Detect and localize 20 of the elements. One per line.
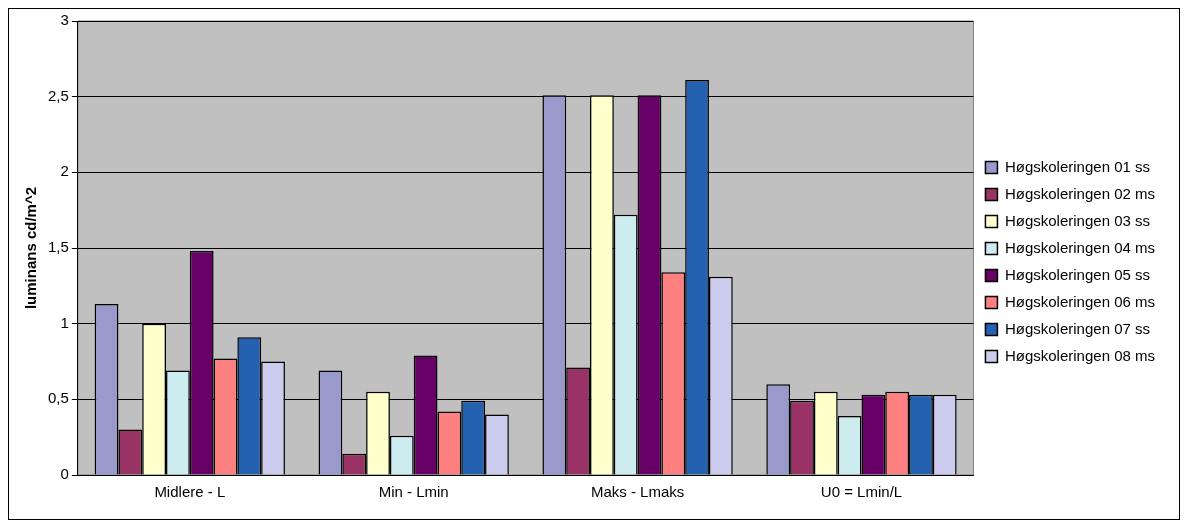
y-tick-label: 0 (60, 465, 69, 483)
y-tick-label: 0,5 (47, 389, 69, 407)
legend-label: Høgskoleringen 02 ms (1004, 184, 1156, 202)
y-tick-label: 1,5 (47, 238, 69, 256)
legend-label: Høgskoleringen 07 ss (1004, 319, 1151, 337)
legend-label: Høgskoleringen 01 ss (1004, 157, 1151, 175)
legend-label: Høgskoleringen 06 ms (1004, 292, 1156, 310)
x-tick-label: Maks - Lmaks (590, 483, 685, 501)
y-tick-label: 2,5 (47, 86, 69, 104)
legend-label: Høgskoleringen 03 ss (1004, 211, 1151, 229)
legend-label: Høgskoleringen 04 ms (1004, 238, 1156, 256)
y-tick-label: 1 (60, 313, 69, 331)
y-tick-label: 2 (60, 162, 69, 180)
y-axis-title: luminans cd/m^2 (22, 186, 40, 310)
legend-label: Høgskoleringen 08 ms (1004, 346, 1156, 364)
legend-label: Høgskoleringen 05 ss (1004, 265, 1151, 283)
y-tick-label: 3 (60, 11, 69, 29)
x-tick-label: Min - Lmin (378, 483, 449, 501)
x-tick-label: Midlere - L (154, 483, 226, 501)
x-tick-label: U0 = Lmin/L (820, 483, 903, 501)
